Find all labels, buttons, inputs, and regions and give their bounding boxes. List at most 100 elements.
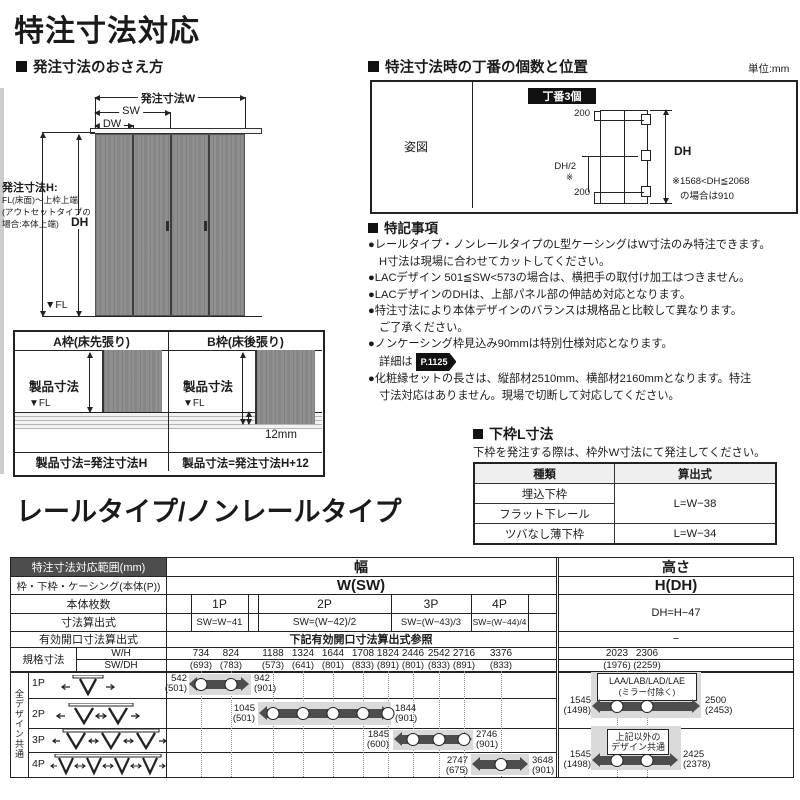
wh-value: 2023 — [605, 648, 629, 659]
view-label: 姿図 — [404, 140, 429, 154]
dim-label-w: 発注寸法W — [137, 90, 199, 106]
hinge-box: 姿図 丁番3個 200 DH/2 ※ 200 DH ※1568<DH≦2068 … — [370, 80, 798, 214]
swdh-value: (1976) — [603, 660, 631, 671]
grid-line — [258, 594, 259, 631]
row-label-1p: 1P — [32, 677, 45, 689]
frame-a-product-label: 製品寸法 — [29, 380, 80, 394]
wh-value: 1644 — [321, 648, 345, 659]
range-max-1p: 942 (901) — [254, 673, 277, 694]
note-item: ●レールタイプ・ノンレールタイプのL型ケーシングはW寸法のみ特注できます。 — [368, 239, 771, 251]
sill-heading: 下枠L寸法 — [473, 424, 554, 444]
spec-width-header: 幅 — [354, 559, 368, 575]
frame-comparison-box: A枠(床先張り) B枠(床後張り) 製品寸法 ▼FL 製品寸法 ▼FL 12mm… — [13, 330, 325, 477]
grid-line — [28, 728, 793, 729]
notes-list: ●レールタイプ・ノンレールタイプのL型ケーシングはW寸法のみ特注できます。 H寸… — [368, 237, 798, 404]
grid-line — [28, 698, 556, 699]
range-min-3p: 1845 (600) — [366, 729, 389, 750]
std-size-dot — [640, 754, 654, 767]
spec-opening-height: − — [672, 633, 680, 645]
hinge-icon — [641, 186, 651, 197]
std-size-dot — [640, 700, 654, 713]
grid-line — [11, 594, 793, 595]
common-design-label: 全デザイン共通 — [14, 689, 24, 759]
note-item: ●ノンケーシング枠見込み90mmは特別仕様対応となります。 — [368, 338, 673, 350]
dim-line-h — [39, 132, 46, 317]
grid-line — [248, 594, 249, 631]
table-row: ツバなし薄下枠 L=W−34 — [473, 523, 777, 545]
note-item: ●特注寸法により本体デザインのバランスは規格品と比較して異なります。 — [368, 305, 743, 317]
door-top-rail — [90, 128, 262, 134]
dim-h-note: 発注寸法H: FL(床面)～上枠上端 (アウトセットタイプの 場合:本体上端) — [2, 182, 91, 229]
spec-formula-label: 寸法算出式 — [61, 617, 116, 629]
row-label-4p: 4P — [32, 758, 45, 770]
door-handle — [204, 221, 207, 231]
swdh-value: (833) — [351, 660, 375, 671]
frame-a-title: A枠(床先張り) — [15, 332, 168, 351]
panel-diagram-1p — [60, 675, 116, 697]
guide-line — [647, 671, 648, 777]
bracket-line — [594, 111, 595, 120]
table-row: フラット下レール — [473, 503, 776, 524]
grid-line — [11, 576, 793, 577]
wh-value: 3376 — [489, 648, 513, 659]
tick-line — [650, 203, 672, 204]
wh-value: 2542 — [427, 648, 451, 659]
spec-panel-1p: 1P — [212, 596, 227, 611]
offset-dim-line — [245, 411, 252, 425]
spec-panel-4p: 4P — [492, 596, 507, 611]
hinge-note-1: ※1568<DH≦2068 — [672, 176, 750, 187]
dim-label-dh2: DH — [671, 144, 695, 158]
section-marker-icon — [368, 61, 379, 72]
swdh-value: (801) — [401, 660, 425, 671]
hinge-box-divider — [472, 82, 473, 208]
std-size-dot — [224, 678, 238, 691]
guide-line — [413, 671, 414, 777]
door-seam — [170, 135, 172, 315]
swdh-value: (833) — [427, 660, 451, 671]
hinge-icon — [641, 114, 651, 125]
note-item: ●LACデザイン 501≦SW<573の場合は、横把手の取付け加工はつきません。 — [368, 272, 751, 284]
range-min-2p: 1045 (501) — [232, 703, 255, 724]
frame-b-dim-line — [239, 352, 246, 425]
section-marker-icon — [16, 61, 27, 72]
grid-line — [166, 558, 167, 777]
spec-formula-3p: SW=(W−43)/3 — [400, 616, 462, 628]
range-min-h2: 1545 (1498) — [563, 749, 591, 770]
swdh-value: (641) — [291, 660, 315, 671]
frame-b-title: B枠(床後張り) — [169, 332, 322, 351]
frame-a-dim-line — [86, 352, 93, 413]
spec-swdh-label: SW/DH — [104, 659, 138, 671]
spec-range-header: 特注寸法対応範囲(mm) — [11, 558, 166, 576]
frame-divider — [168, 332, 169, 471]
note-item-cont: H寸法は現場に合わせてカットしてください。 — [379, 255, 611, 268]
swdh-value: (833) — [489, 660, 513, 671]
frame-a-formula: 製品寸法=発注寸法H — [15, 452, 168, 472]
spec-table: 特注寸法対応範囲(mm) 幅 高さ 枠・下枠・ケーシング(本体(P)) W(SW… — [10, 557, 794, 778]
panel-diagram-4p — [50, 754, 166, 776]
hinge-icon — [641, 150, 651, 161]
swdh-value: (573) — [261, 660, 285, 671]
wh-value: 2306 — [635, 648, 659, 659]
note-item-cont: 寸法対応はありません。現場で切断して対応してください。 — [379, 389, 680, 402]
wh-value: 2716 — [452, 648, 476, 659]
hinge-door-centerline — [624, 110, 625, 204]
frame-b-fl: ▼FL — [183, 398, 205, 409]
panel-diagram-3p — [51, 729, 168, 751]
height-bar2-label-box: 上記以外の デザイン共通 — [607, 729, 669, 755]
tick-line — [650, 110, 672, 111]
range-bar-1p — [189, 677, 249, 691]
guide-line — [201, 671, 202, 777]
door-elevation — [95, 134, 245, 316]
dim-label-dh: DH — [68, 215, 92, 229]
range-min-1p: 542 (501) — [164, 673, 187, 694]
swdh-value: (891) — [376, 660, 400, 671]
sill-table: 種類 算出式 埋込下枠 L=W−38 フラット下レール ツバなし薄下枠 L=W−… — [473, 462, 777, 545]
grid-line — [11, 631, 793, 632]
grid-line — [191, 594, 192, 631]
spec-panels-label: 本体枚数 — [66, 598, 111, 611]
wh-value: 1824 — [376, 648, 400, 659]
sill-note: 下枠を発注する際は、枠外W寸法にて発注してください。 — [473, 447, 766, 459]
std-size-dot — [356, 707, 370, 720]
range-bar-h2 — [592, 753, 678, 767]
bracket-line — [588, 156, 589, 192]
